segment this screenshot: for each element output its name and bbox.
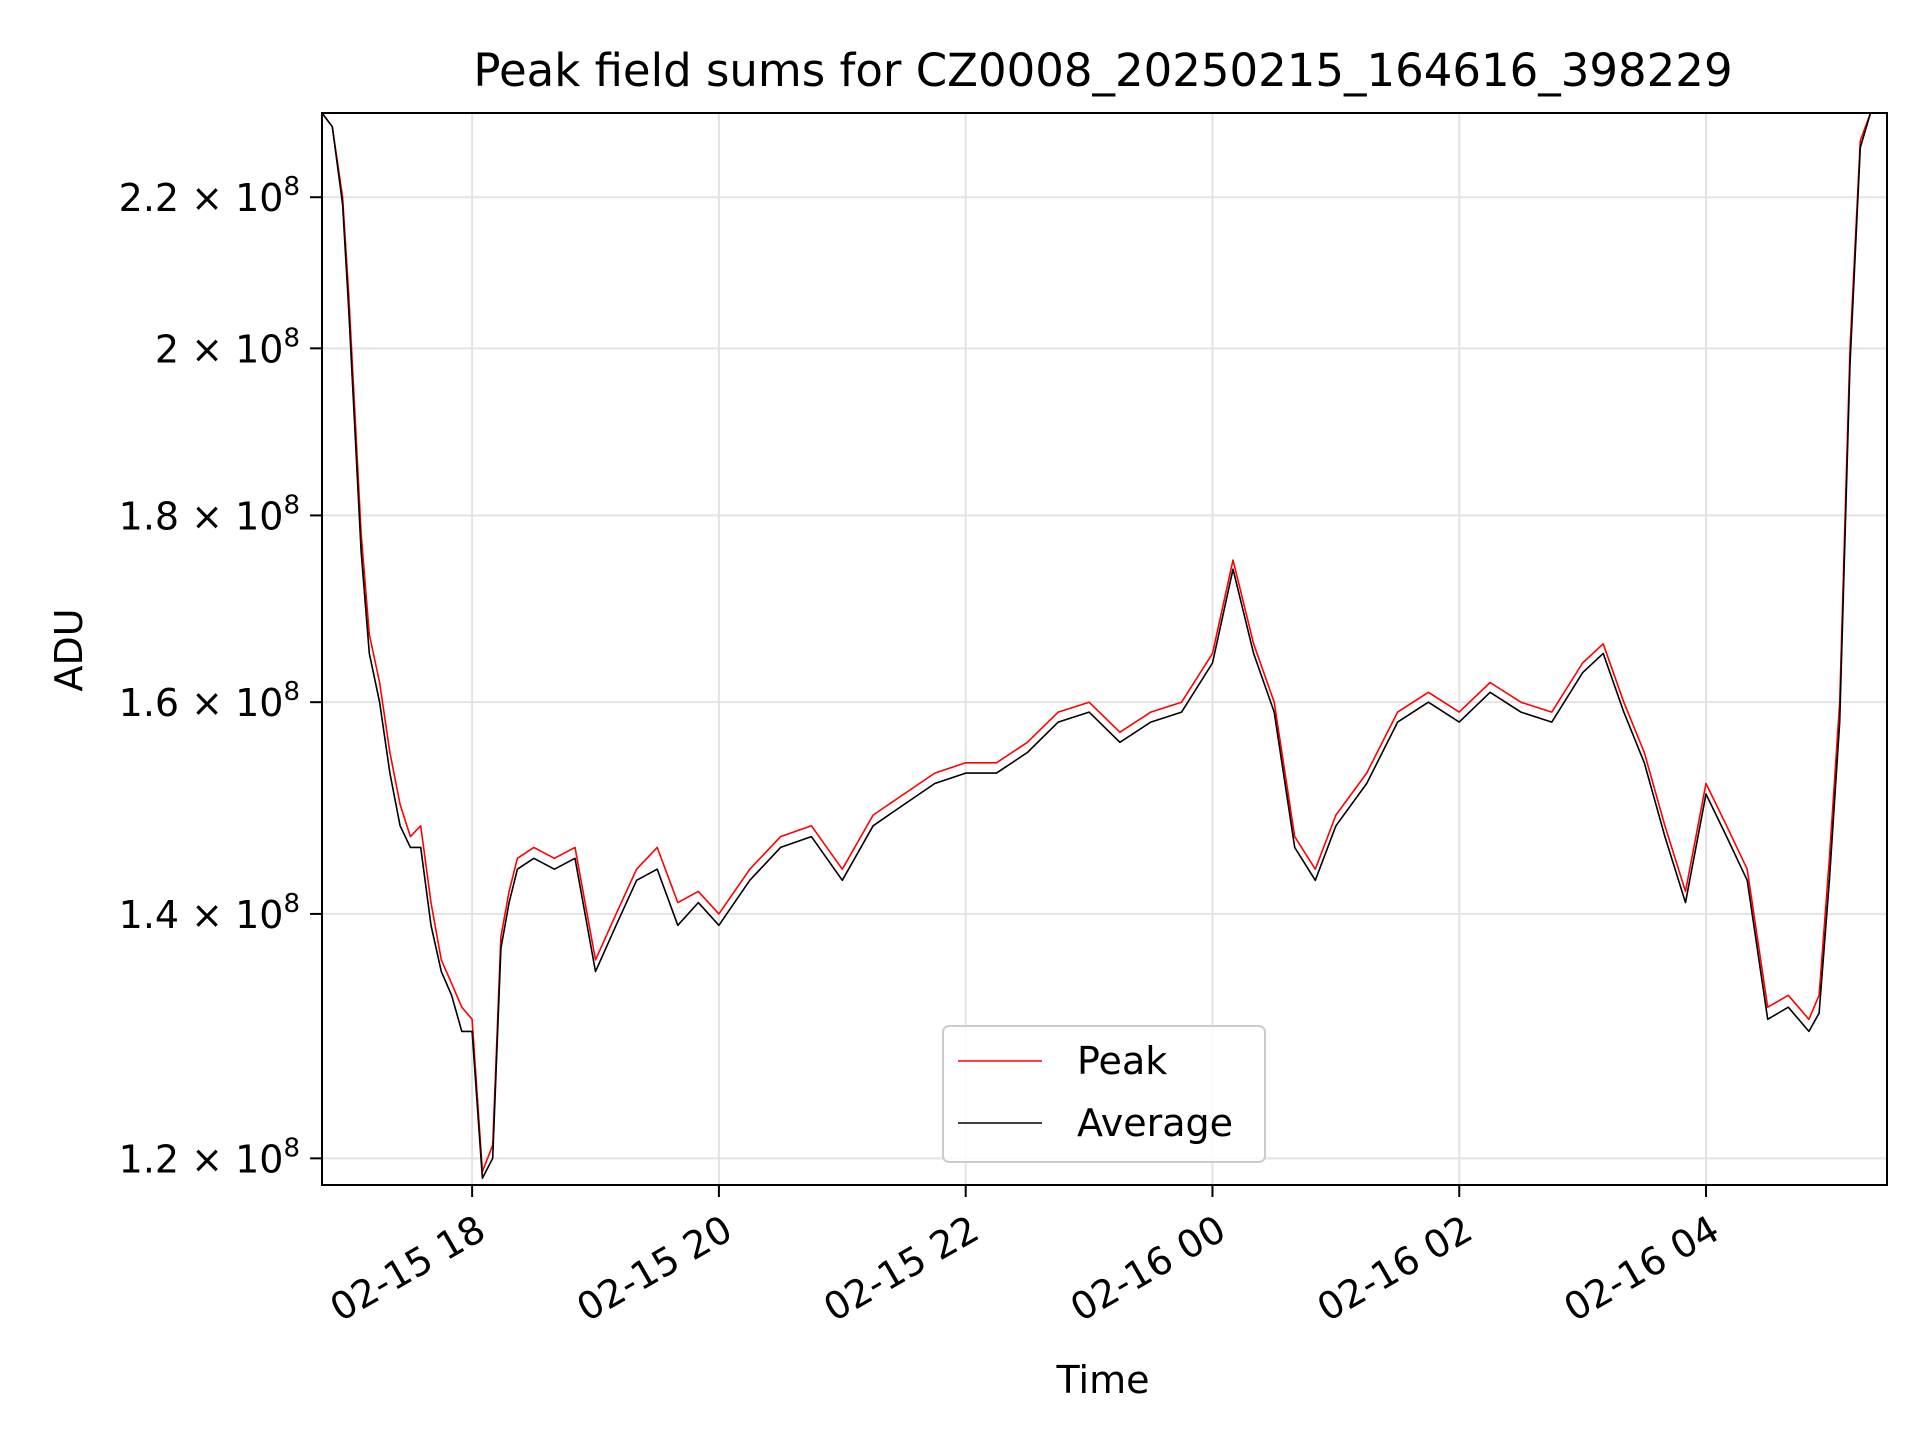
series-lines <box>321 112 1887 1180</box>
legend-box <box>942 1025 1266 1163</box>
chart-title: Peak field sums for CZ0008_20250215_1646… <box>473 44 1732 97</box>
y-axis-label: ADU <box>47 608 91 691</box>
y-axis: 1.2 × 108 1.4 × 108 1.6 × 108 1.8 × 108 2 × … <box>119 172 322 1181</box>
y-tick-label: 1.4 × 108 <box>119 889 300 937</box>
series-line-average <box>321 112 1887 1180</box>
y-tick-label: 1.6 × 108 <box>119 677 300 725</box>
legend-label-peak: Peak <box>1077 1039 1167 1083</box>
y-tick-label: 1.8 × 108 <box>119 490 300 538</box>
legend: Peak Average <box>942 1025 1266 1163</box>
y-tick-label: 2.2 × 108 <box>119 172 300 220</box>
grid-lines <box>322 113 1887 1185</box>
series-line-peak <box>321 112 1887 1173</box>
y-tick-label: 1.2 × 108 <box>119 1133 300 1181</box>
x-axis-label: Time <box>1056 1358 1150 1402</box>
legend-label-average: Average <box>1077 1101 1233 1145</box>
plot-area-frame <box>321 112 1888 1186</box>
y-tick-label: 2 × 108 <box>155 323 300 371</box>
